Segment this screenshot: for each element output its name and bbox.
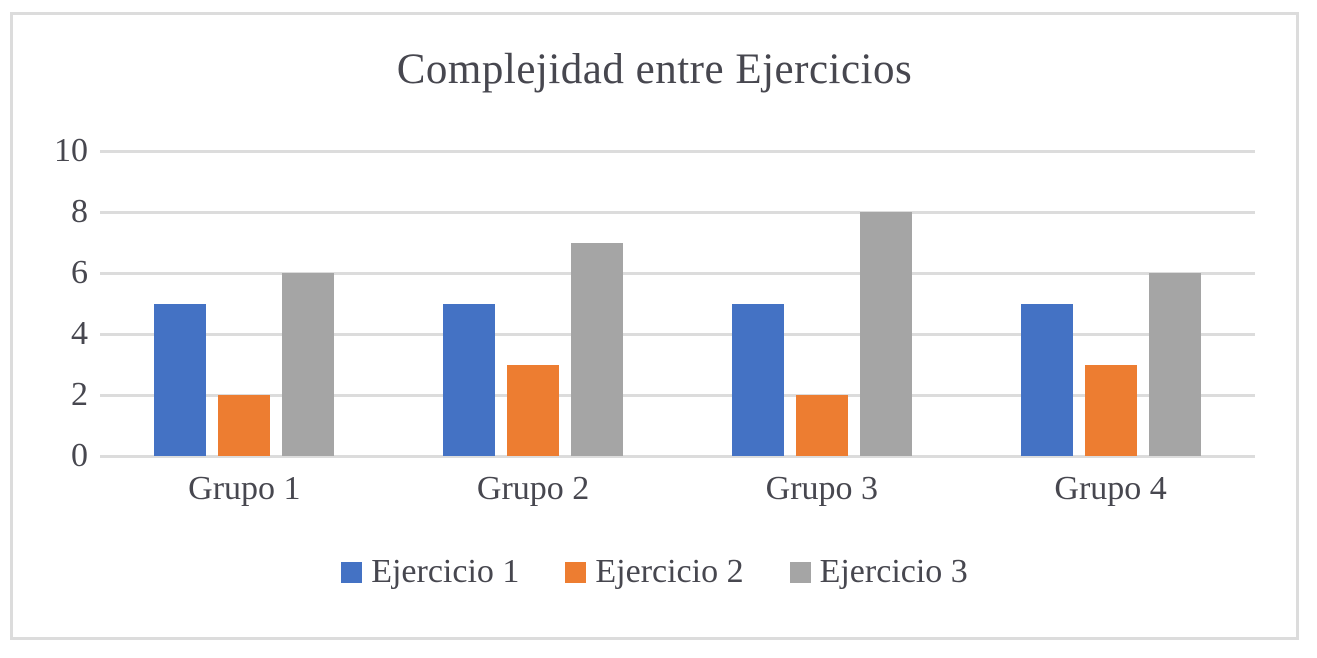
bar-group — [966, 151, 1255, 456]
bar — [1020, 303, 1073, 456]
bar — [443, 303, 496, 456]
bar — [1084, 364, 1137, 456]
gridline — [100, 149, 1255, 153]
chart-frame: Complejidad entre Ejercicios 0 2 4 6 8 10 Gru… — [10, 12, 1299, 640]
gridline — [100, 271, 1255, 275]
y-axis-tick-label: 0 — [71, 437, 88, 474]
y-axis-labels: 0 2 4 6 8 10 — [18, 134, 88, 473]
legend-item: Ejercicio 2 — [565, 553, 744, 590]
gridline — [100, 332, 1255, 336]
y-axis-tick-label: 10 — [54, 132, 88, 169]
chart-title: Complejidad entre Ejercicios — [396, 46, 913, 93]
bar — [795, 395, 848, 456]
bar-group — [678, 151, 967, 456]
x-axis-category-label: Grupo 4 — [1054, 470, 1167, 507]
gridline — [100, 210, 1255, 214]
legend-label: Ejercicio 1 — [371, 553, 520, 590]
bar — [218, 395, 271, 456]
legend-swatch — [789, 561, 811, 583]
legend-swatch — [565, 561, 587, 583]
bar-group — [389, 151, 678, 456]
gridline — [100, 393, 1255, 397]
y-axis-tick-label: 2 — [71, 376, 88, 413]
y-axis-tick-label: 6 — [71, 254, 88, 291]
y-axis-tick-label: 4 — [71, 315, 88, 352]
bar — [859, 212, 912, 456]
legend-item: Ejercicio 1 — [341, 555, 519, 589]
gridline — [100, 454, 1255, 458]
bar — [154, 303, 207, 456]
bar — [571, 242, 624, 456]
legend-label: Ejercicio 3 — [819, 553, 968, 590]
legend-label: Ejercicio 2 — [595, 553, 744, 590]
bar — [1148, 273, 1201, 456]
x-axis-labels: Grupo 1 Grupo 2 Grupo 3 Grupo 4 — [100, 470, 1255, 514]
bar — [731, 303, 784, 456]
y-axis-tick-label: 8 — [71, 193, 88, 230]
bar — [282, 273, 335, 456]
bar-group — [100, 151, 389, 456]
plot-area — [100, 149, 1255, 458]
bar — [507, 364, 560, 456]
x-axis-category-label: Grupo 2 — [476, 470, 590, 507]
x-axis-category-label: Grupo 1 — [188, 470, 301, 507]
legend-swatch — [341, 561, 363, 583]
legend: Ejercicio 1 Ejercicio 2 Ejercicio 3 — [13, 555, 1296, 589]
legend-item: Ejercicio 3 — [789, 553, 968, 590]
x-axis-category-label: Grupo 3 — [765, 470, 879, 507]
